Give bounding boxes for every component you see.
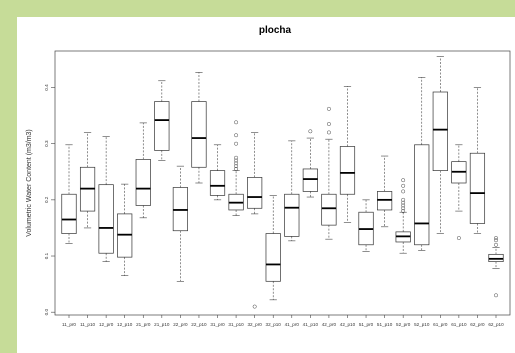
- outlier-point: [401, 178, 404, 181]
- outlier-point: [494, 294, 497, 297]
- box-42_pr0: [322, 107, 336, 239]
- outlier-point: [494, 236, 497, 239]
- x-tick-label: 21_pr0: [136, 322, 151, 327]
- x-tick-label: 11_p10: [80, 322, 95, 327]
- y-axis: 0.0 0.1 0.2 0.3 0.4: [44, 84, 55, 316]
- box-52_pr0: [396, 178, 410, 253]
- outlier-point: [234, 134, 237, 137]
- x-tick-label: 21_p10: [154, 322, 170, 327]
- x-tick-label: 31_pr0: [210, 322, 225, 327]
- x-tick-label: 41_pr0: [285, 322, 300, 327]
- box-62_pr0: [470, 88, 484, 234]
- box-21_p10: [155, 81, 169, 161]
- x-tick-label: 52_p10: [414, 322, 430, 327]
- x-tick-label: 61_pr0: [433, 322, 448, 327]
- box-61_pr0: [433, 57, 447, 234]
- x-tick-label: 51_p10: [377, 322, 393, 327]
- x-tick-label: 62_p10: [488, 322, 504, 327]
- y-tick-label: 0.3: [44, 140, 49, 147]
- x-tick-label: 22_p10: [191, 322, 207, 327]
- box-21_pr0: [136, 123, 150, 218]
- x-tick-label: 61_p10: [451, 322, 467, 327]
- box-iqr: [414, 145, 428, 245]
- box-31_pr0: [210, 145, 224, 200]
- x-tick-label: 62_pr0: [470, 322, 485, 327]
- y-tick-label: 0.1: [44, 252, 49, 259]
- box-42_p10: [340, 86, 354, 222]
- box-iqr: [322, 194, 336, 225]
- x-tick-label: 32_pr0: [247, 322, 262, 327]
- box-22_p10: [192, 72, 206, 183]
- x-tick-label: 51_pr0: [359, 322, 374, 327]
- outlier-point: [401, 190, 404, 193]
- box-iqr: [99, 185, 113, 254]
- box-iqr: [470, 153, 484, 223]
- x-tick-label: 31_p10: [228, 322, 244, 327]
- outlier-point: [457, 236, 460, 239]
- y-tick-label: 0.4: [44, 84, 49, 91]
- box-12_pr0: [99, 136, 113, 261]
- box-iqr: [340, 146, 354, 194]
- box-iqr: [266, 234, 280, 282]
- chart-panel: plocha Volumetric Water Content (m3/m3) …: [17, 17, 515, 353]
- box-11_p10: [80, 132, 94, 227]
- outlier-point: [494, 243, 497, 246]
- box-31_p10: [229, 121, 243, 216]
- outlier-point: [401, 184, 404, 187]
- x-tick-label: 12_pr0: [99, 322, 114, 327]
- box-iqr: [247, 177, 261, 208]
- boxes: [62, 57, 503, 309]
- box-iqr: [136, 159, 150, 205]
- x-tick-label: 22_pr0: [173, 322, 188, 327]
- box-32_p10: [266, 195, 280, 299]
- x-tick-label: 42_pr0: [322, 322, 337, 327]
- box-iqr: [303, 169, 317, 191]
- box-52_p10: [414, 77, 428, 250]
- box-41_pr0: [285, 141, 299, 241]
- box-iqr: [210, 171, 224, 196]
- y-axis-label: Volumetric Water Content (m3/m3): [26, 129, 33, 237]
- box-51_pr0: [359, 200, 373, 252]
- box-12_p10: [117, 184, 131, 276]
- box-iqr: [62, 194, 76, 233]
- x-tick-label: 52_pr0: [396, 322, 411, 327]
- box-51_p10: [377, 156, 391, 227]
- outlier-point: [309, 130, 312, 133]
- x-axis: 11_pr0 11_p10 12_pr0 12_p10 21_pr0 21_p10 22_p…: [62, 315, 504, 327]
- x-tick-label: 32_p10: [266, 322, 282, 327]
- x-tick-label: 41_p10: [303, 322, 319, 327]
- x-tick-label: 11_pr0: [62, 322, 76, 327]
- outlier-point: [327, 122, 330, 125]
- outlier-point: [234, 142, 237, 145]
- outlier-point: [234, 121, 237, 124]
- box-11_pr0: [62, 145, 76, 244]
- x-tick-label: 12_p10: [117, 322, 133, 327]
- boxplot-chart: plocha Volumetric Water Content (m3/m3) …: [17, 17, 515, 353]
- box-41_p10: [303, 130, 317, 197]
- box-62_p10: [489, 236, 503, 297]
- chart-title: plocha: [259, 25, 292, 36]
- box-22_pr0: [173, 166, 187, 281]
- outlier-point: [327, 107, 330, 110]
- box-iqr: [155, 102, 169, 151]
- box-32_pr0: [247, 132, 261, 308]
- y-tick-label: 0.0: [44, 309, 49, 316]
- box-iqr: [433, 92, 447, 171]
- y-tick-label: 0.2: [44, 196, 49, 203]
- box-iqr: [192, 102, 206, 168]
- x-tick-label: 42_p10: [340, 322, 356, 327]
- outlier-point: [327, 131, 330, 134]
- box-61_p10: [452, 145, 466, 240]
- box-iqr: [285, 194, 299, 236]
- outlier-point: [253, 305, 256, 308]
